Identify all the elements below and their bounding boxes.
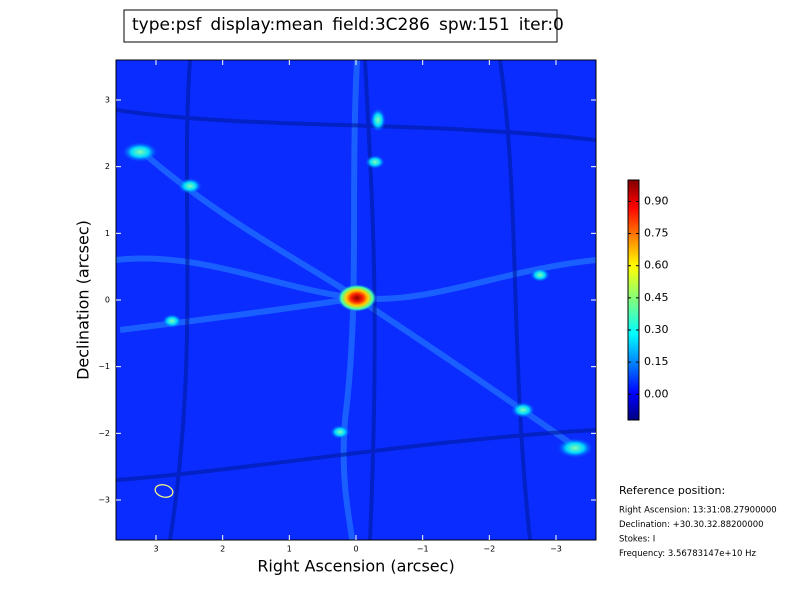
y-tick-label: −2 [98, 429, 110, 438]
y-tick-label: 3 [105, 96, 110, 105]
reference-line: Stokes: I [619, 535, 655, 545]
colorbar-tick-label: 0.15 [644, 355, 669, 368]
reference-line: Frequency: 3.56783147e+10 Hz [619, 549, 756, 559]
x-tick-label: 3 [153, 545, 158, 554]
x-axis-label: Right Ascension (arcsec) [257, 557, 454, 576]
y-tick-label: 2 [105, 162, 110, 171]
x-tick-label: −2 [483, 545, 495, 554]
title-part: iter:0 [519, 15, 564, 35]
title-part: type:psf [132, 15, 202, 35]
title-box [123, 9, 558, 43]
y-tick-label: 0 [105, 296, 110, 305]
reference-heading: Reference position: [619, 484, 725, 497]
colorbar-tick-label: 0.60 [644, 259, 669, 272]
y-tick-label: 1 [105, 229, 110, 238]
title-part: spw:151 [439, 15, 510, 35]
x-tick-label: −1 [417, 545, 429, 554]
colorbar-tick-label: 0.00 [644, 387, 669, 400]
colorbar-tick-label: 0.30 [644, 323, 669, 336]
reference-line: Declination: +30.30.32.88200000 [619, 520, 764, 530]
reference-line: Right Ascension: 13:31:08.27900000 [619, 506, 777, 516]
title-part: display:mean [210, 15, 323, 35]
image [116, 60, 596, 540]
title-part: field:3C286 [332, 15, 430, 35]
x-tick-label: −3 [550, 545, 562, 554]
y-tick-label: −1 [98, 362, 110, 371]
x-tick-label: 2 [220, 545, 225, 554]
colorbar-tick-label: 0.75 [644, 227, 669, 240]
colorbar [627, 179, 640, 421]
y-tick-label: −3 [98, 496, 110, 505]
x-tick-label: 0 [353, 545, 358, 554]
colorbar-tick-label: 0.45 [644, 291, 669, 304]
x-tick-label: 1 [287, 545, 292, 554]
colorbar-tick-label: 0.90 [644, 194, 669, 207]
y-axis-label: Declination (arcsec) [74, 220, 93, 380]
